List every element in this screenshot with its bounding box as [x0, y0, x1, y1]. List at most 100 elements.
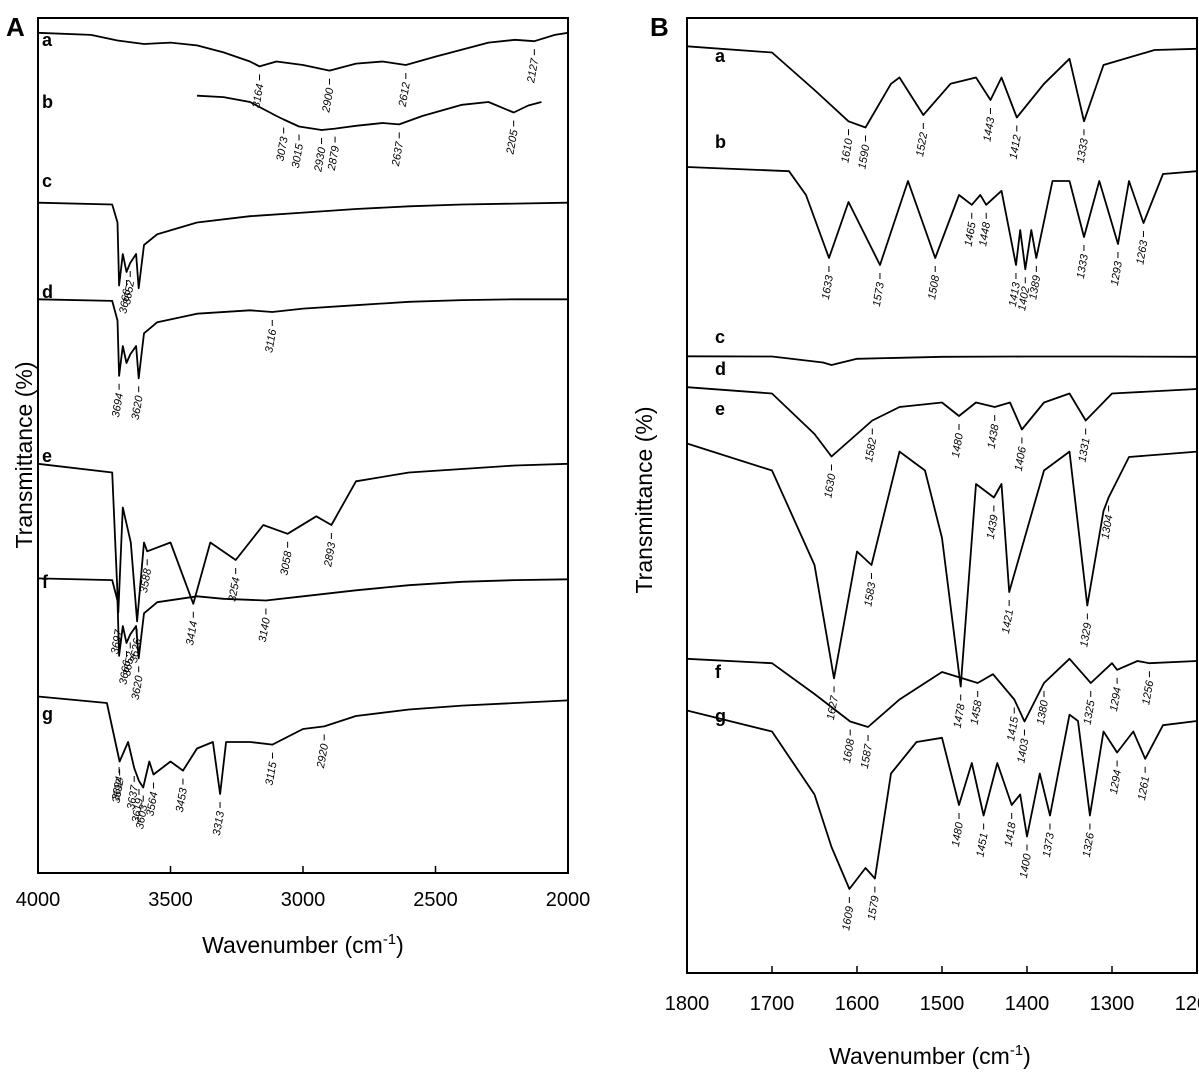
peak-label: 1522: [914, 131, 930, 157]
peak-label: 2612: [397, 81, 413, 108]
peak-label: 1439: [985, 514, 1001, 540]
panel-b-trace-a: [686, 45, 1198, 129]
peak-label: 1627: [825, 694, 841, 721]
peak-label: 1633: [820, 274, 836, 301]
peak-label: 1415: [1005, 715, 1021, 742]
panel-b-trace-label-e: e: [715, 399, 725, 419]
panel-b-tick-label: 1200: [1175, 993, 1199, 1015]
panel-a-trace-e: [37, 462, 569, 623]
peak-label: 3666: [117, 288, 133, 315]
peak-label: 1403: [1015, 737, 1031, 764]
panel-b-trace-d: [686, 386, 1198, 458]
peak-label: 1582: [863, 437, 879, 463]
panel-b-tick-label: 1800: [665, 993, 710, 1015]
peak-label: 3588: [138, 567, 154, 594]
peak-label: 2920: [315, 742, 331, 770]
panel-a-tick-label: 3000: [281, 889, 326, 911]
panel-b-tick-label: 1400: [1005, 993, 1050, 1015]
panel-a-trace-label-e: e: [42, 446, 52, 466]
panel-a-y-axis-title: Transmittance (%): [11, 361, 37, 548]
peak-label: 1465: [963, 220, 979, 247]
panel-b-trace-label-d: d: [715, 359, 726, 379]
peak-label: 1331: [1077, 437, 1093, 463]
peak-label: 3058: [279, 549, 295, 576]
peak-label: 1406: [1013, 445, 1029, 472]
panel-b-trace-label-c: c: [715, 327, 725, 347]
peak-label: 1400: [1018, 852, 1034, 879]
panel-a-x-ticks: 4000 3500 3000 2500 2000: [16, 866, 591, 911]
peak-label: 3164: [250, 83, 266, 109]
peak-label: 1325: [1082, 699, 1098, 726]
peak-label: 3015: [290, 142, 306, 169]
panel-b-tick-label: 1500: [920, 993, 965, 1015]
peak-label: 3637: [125, 784, 141, 811]
panel-a-x-axis-title-sup: -1: [383, 931, 396, 948]
panel-a-trace-a: [37, 31, 569, 72]
peak-label: 1590: [856, 143, 872, 170]
panel-a-traces: a b c d e f g: [37, 30, 569, 795]
peak-label: 3254: [227, 576, 243, 602]
peak-label: 1373: [1041, 831, 1057, 858]
peak-label: 3115: [264, 760, 280, 786]
peak-label: 1480: [950, 432, 966, 459]
panel-a-x-axis-title-close: ): [396, 932, 404, 958]
peak-label: 3652: [121, 651, 137, 677]
peak-label: 1413: [1007, 281, 1023, 308]
panel-b-trace-f: [686, 657, 1198, 728]
panel-b-tick-label: 1600: [835, 993, 880, 1015]
panel-b-tick-label: 1700: [750, 993, 795, 1015]
peak-label: 3619: [130, 797, 146, 823]
peak-label: 3697: [109, 628, 125, 655]
panel-b-trace-c: [686, 355, 1198, 366]
peak-label: 1630: [822, 472, 838, 499]
peak-label: 1294: [1108, 769, 1124, 795]
peak-label: 1402: [1016, 286, 1032, 312]
peak-label: 3666: [117, 659, 133, 686]
peak-label: 1443: [981, 116, 997, 143]
peak-label: 1458: [969, 699, 985, 726]
panel-a-trace-label-b: b: [42, 92, 53, 112]
peak-label: 3073: [275, 135, 291, 162]
panel-a-tick-label: 3500: [148, 889, 193, 911]
panel-b-trace-label-g: g: [715, 706, 726, 726]
peak-label: 3694: [110, 392, 126, 418]
panel-a-tick-label: 2000: [546, 889, 591, 911]
panel-b-peak-labels: 1610 1590 1522 1443 1412 1333 1633 1573 1508 1465…: [820, 108, 1157, 932]
panel-a-trace-label-d: d: [42, 282, 53, 302]
panel-a-letter: A: [6, 12, 25, 42]
peak-label: 1480: [950, 821, 966, 848]
peak-label: 1256: [1140, 679, 1156, 706]
peak-label: 3564: [144, 791, 160, 817]
panel-b-x-axis-title: Wavenumber (cm-1): [829, 1042, 1031, 1069]
panel-b-x-axis-title-main: Wavenumber (cm: [829, 1043, 1010, 1069]
panel-b-trace-label-f: f: [715, 662, 722, 682]
peak-label: 1478: [952, 702, 968, 729]
peak-label: 1261: [1136, 775, 1152, 801]
panel-b-x-axis-title-close: ): [1023, 1043, 1031, 1069]
peak-label: 3116: [263, 328, 279, 354]
peak-label: 2930: [312, 146, 328, 174]
peak-label: 1304: [1099, 514, 1115, 540]
peak-label: 2900: [320, 86, 336, 114]
panel-a-trace-label-c: c: [42, 171, 52, 191]
panel-a: A Transmittance (%) Wavenumber (cm-1) 40…: [6, 12, 590, 958]
peak-label: 1418: [1003, 821, 1019, 848]
panel-b-tick-label: 1300: [1090, 993, 1135, 1015]
panel-a-x-axis-title: Wavenumber (cm-1): [202, 931, 404, 958]
panel-b-x-axis-title-sup: -1: [1010, 1042, 1023, 1059]
peak-label: 1333: [1075, 253, 1091, 280]
panel-b-letter: B: [650, 12, 669, 42]
panel-b-trace-g: [686, 709, 1198, 890]
panel-a-trace-b: [196, 94, 542, 131]
peak-label: 3603: [134, 803, 150, 830]
peak-label: 1294: [1108, 686, 1124, 712]
panel-b: B Transmittance (%) Wavenumber (cm-1) 18…: [631, 12, 1199, 1069]
peak-label: 3652: [121, 279, 137, 305]
panel-a-trace-g: [37, 695, 569, 795]
peak-label: 1326: [1081, 831, 1097, 858]
panel-a-trace-c: [37, 201, 569, 290]
peak-label: 1609: [840, 905, 856, 931]
panel-a-trace-label-a: a: [42, 30, 53, 50]
peak-label: 1438: [986, 423, 1002, 450]
